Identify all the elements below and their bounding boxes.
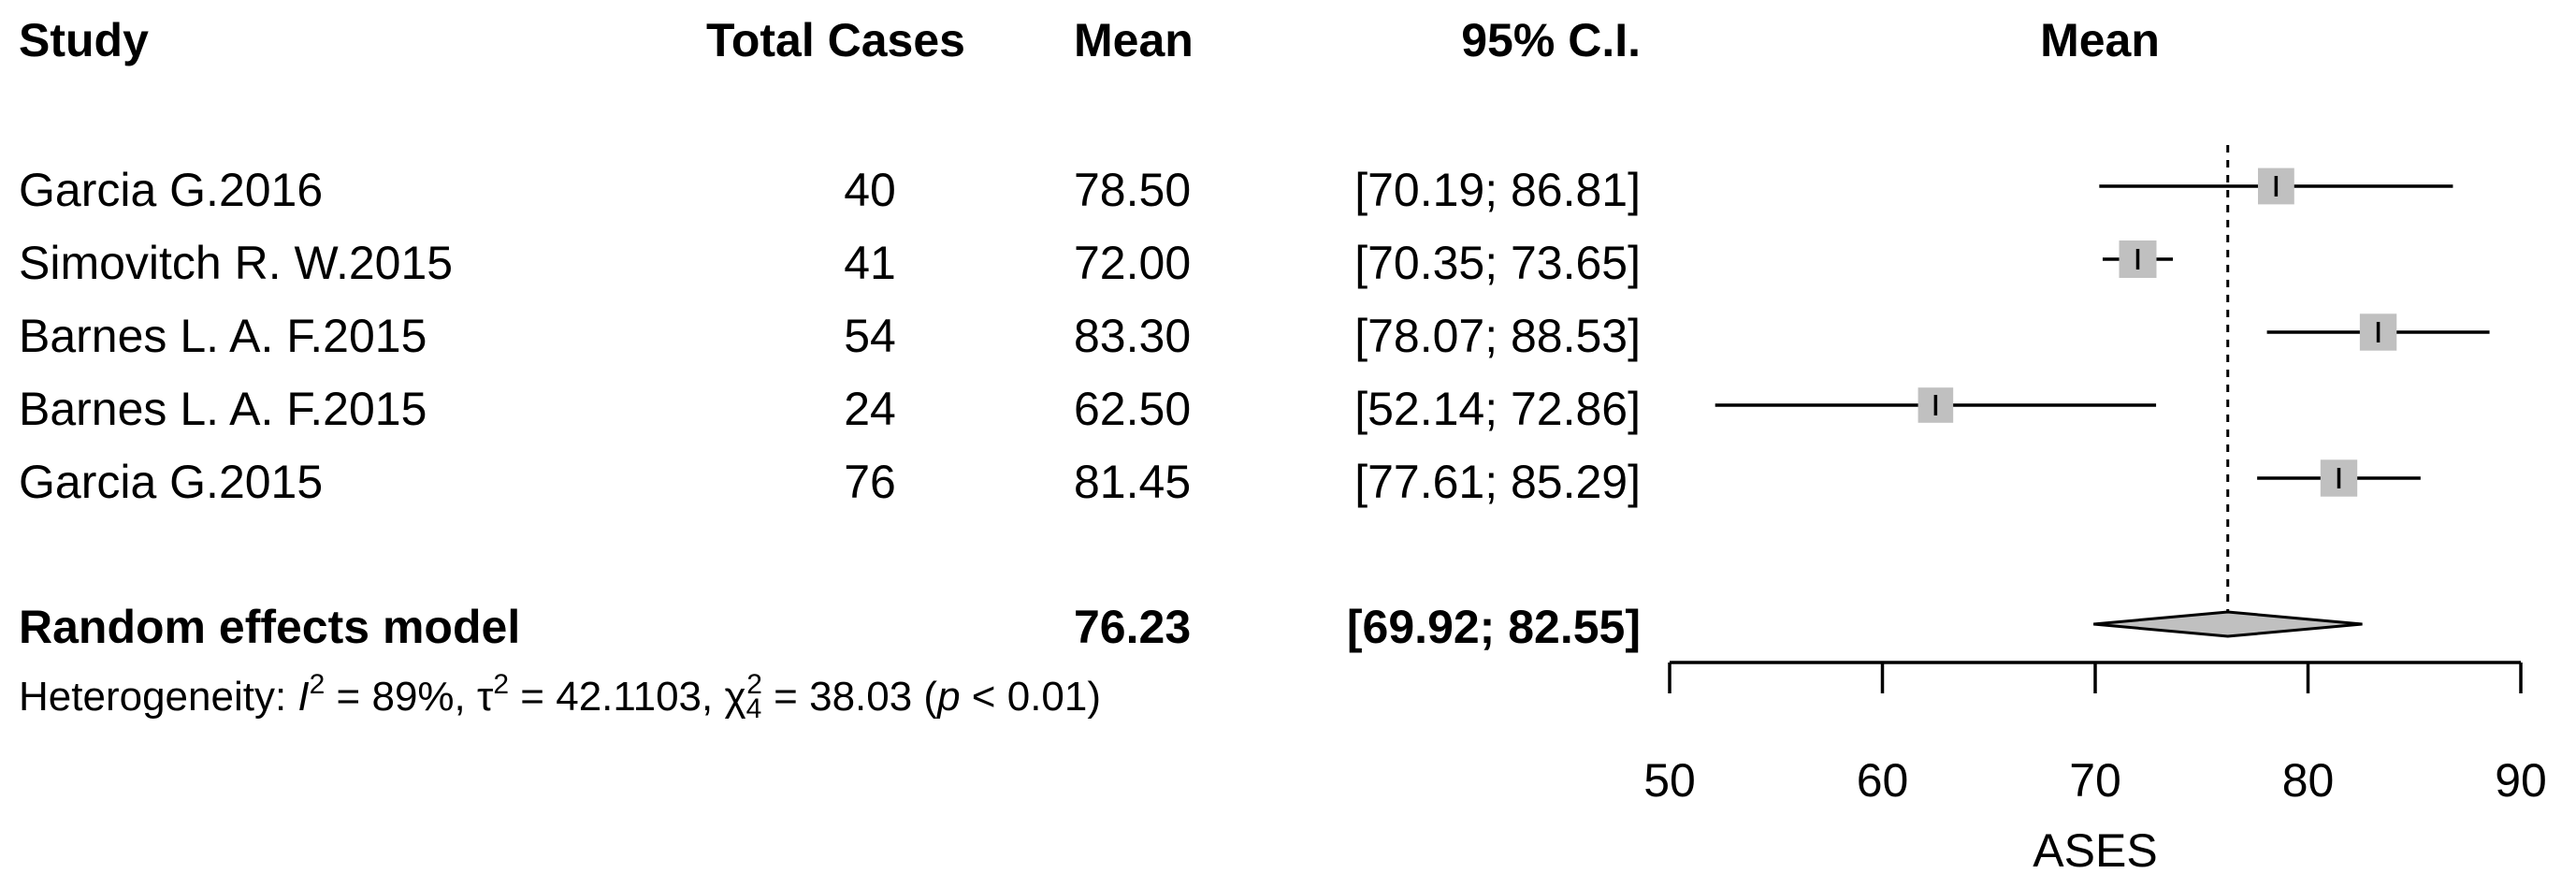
chi-symbol: χ <box>724 674 746 720</box>
mean-value: 83.30 <box>1074 310 1192 362</box>
total-cases: 54 <box>844 310 896 362</box>
total-cases: 41 <box>844 237 896 289</box>
x-tick-label: 60 <box>1857 754 1909 807</box>
study-name: Simovitch R. W.2015 <box>19 237 454 289</box>
chi-df-subscript: 4 <box>745 693 762 724</box>
study-name: Garcia G.2016 <box>19 164 324 216</box>
summary-diamond <box>2093 610 2363 638</box>
tau-symbol: τ <box>477 674 494 720</box>
chi-squared-value: = 38.03 ( <box>761 674 938 720</box>
summary-mean: 76.23 <box>1074 601 1192 653</box>
chi-exponent: 2 <box>746 669 762 700</box>
mean-value: 72.00 <box>1074 237 1192 289</box>
ci-value: [70.19; 86.81] <box>1354 164 1641 216</box>
header-study: Study <box>19 14 149 66</box>
x-tick-label: 50 <box>1643 754 1696 807</box>
i-squared-exponent: 2 <box>309 669 326 700</box>
x-tick-label: 90 <box>2495 754 2547 807</box>
study-name: Barnes L. A. F.2015 <box>19 310 427 362</box>
total-cases: 24 <box>844 383 896 435</box>
i-squared-symbol: I <box>297 674 310 720</box>
mean-value: 81.45 <box>1074 456 1192 508</box>
heterogeneity-prefix: Heterogeneity: <box>19 674 298 720</box>
total-cases: 76 <box>844 456 896 508</box>
x-axis-label: ASES <box>2033 824 2157 877</box>
summary-ci: [69.92; 82.55] <box>1346 601 1641 653</box>
tau-exponent: 2 <box>493 669 510 700</box>
study-name: Garcia G.2015 <box>19 456 324 508</box>
ci-value: [52.14; 72.86] <box>1354 383 1641 435</box>
tau-squared-value: = 42.1103, <box>509 674 725 720</box>
p-value: < 0.01) <box>960 674 1102 720</box>
p-symbol: p <box>937 674 961 720</box>
x-tick-label: 70 <box>2069 754 2121 807</box>
header-plot-mean: Mean <box>2040 14 2160 66</box>
ci-value: [77.61; 85.29] <box>1354 456 1641 508</box>
mean-value: 78.50 <box>1074 164 1192 216</box>
header-mean: Mean <box>1074 14 1194 66</box>
mean-value: 62.50 <box>1074 383 1192 435</box>
i-squared-value: = 89%, <box>325 674 477 720</box>
summary-label: Random effects model <box>19 601 521 653</box>
heterogeneity-statement: Heterogeneity: I2 = 89%, τ2 = 42.1103, χ… <box>19 669 1101 725</box>
ci-value: [78.07; 88.53] <box>1354 310 1641 362</box>
header-ci: 95% C.I. <box>1461 14 1641 66</box>
header-total-cases: Total Cases <box>706 14 965 66</box>
x-tick-label: 80 <box>2282 754 2335 807</box>
total-cases: 40 <box>844 164 896 216</box>
ci-value: [70.35; 73.65] <box>1354 237 1641 289</box>
study-name: Barnes L. A. F.2015 <box>19 383 427 435</box>
